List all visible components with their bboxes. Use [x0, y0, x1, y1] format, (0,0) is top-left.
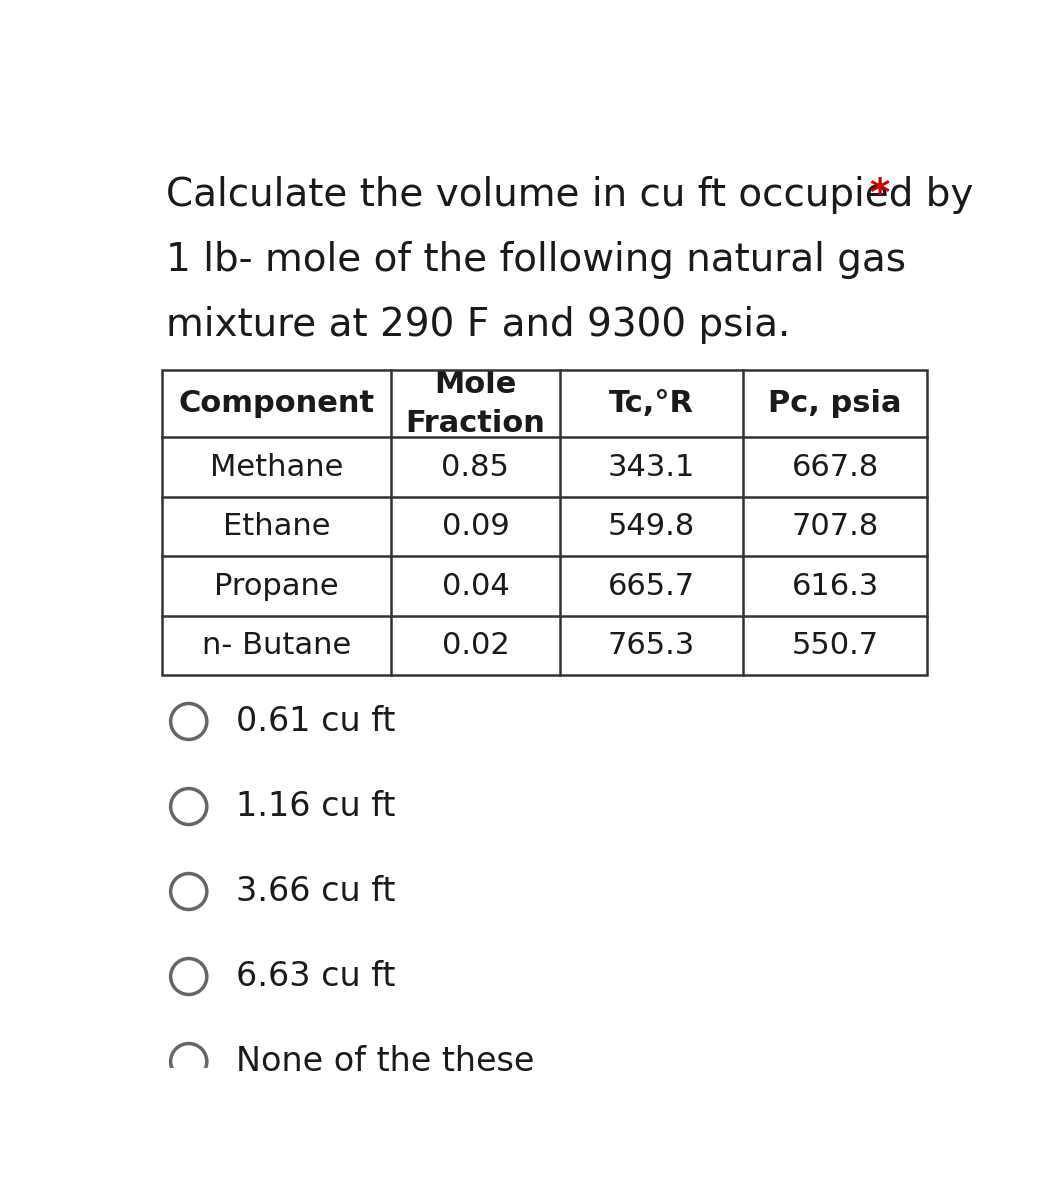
Text: mixture at 290 F and 9300 psia.: mixture at 290 F and 9300 psia.: [166, 306, 790, 343]
Text: 0.61 cu ft: 0.61 cu ft: [236, 704, 395, 738]
Text: None of the these: None of the these: [236, 1045, 534, 1078]
Text: Tc,°R: Tc,°R: [609, 390, 693, 419]
Text: Component: Component: [178, 390, 375, 419]
Text: 667.8: 667.8: [791, 452, 878, 481]
Text: 0.02: 0.02: [442, 631, 510, 660]
Bar: [161, 371, 927, 676]
Text: Propane: Propane: [215, 571, 339, 601]
Text: 550.7: 550.7: [791, 631, 878, 660]
Text: 765.3: 765.3: [607, 631, 695, 660]
Text: Mole
Fraction: Mole Fraction: [406, 371, 545, 438]
Text: 549.8: 549.8: [607, 512, 695, 541]
Text: Calculate the volume in cu ft occupied by: Calculate the volume in cu ft occupied b…: [166, 176, 973, 215]
Text: n- Butane: n- Butane: [202, 631, 352, 660]
Text: 0.04: 0.04: [442, 571, 510, 601]
Text: 0.09: 0.09: [442, 512, 510, 541]
Text: 3.66 cu ft: 3.66 cu ft: [236, 875, 395, 908]
Text: 616.3: 616.3: [791, 571, 878, 601]
Text: 665.7: 665.7: [607, 571, 695, 601]
Text: Ethane: Ethane: [223, 512, 330, 541]
Text: 1 lb- mole of the following natural gas: 1 lb- mole of the following natural gas: [166, 241, 906, 280]
Text: 0.85: 0.85: [442, 452, 510, 481]
Text: 6.63 cu ft: 6.63 cu ft: [236, 960, 395, 994]
Text: 343.1: 343.1: [607, 452, 696, 481]
Text: 707.8: 707.8: [791, 512, 878, 541]
Text: 1.16 cu ft: 1.16 cu ft: [236, 790, 395, 823]
Text: Pc, psia: Pc, psia: [769, 390, 902, 419]
Text: *: *: [870, 176, 890, 215]
Text: Methane: Methane: [209, 452, 343, 481]
